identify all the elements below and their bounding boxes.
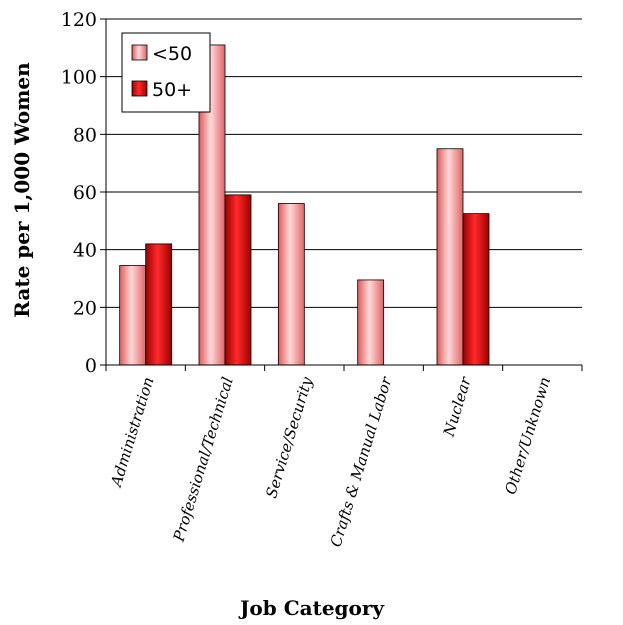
bars [119,44,490,366]
bar-under-50 [277,203,305,366]
x-category-label: Administration [107,375,158,491]
bar-under-50 [119,265,147,366]
x-category-labels: Administration Professional/Technical Serv… [107,374,555,549]
x-category-label: Crafts & Manual Labor [327,374,396,549]
y-tick-label: 100 [61,67,97,89]
bar-50-plus [462,213,490,366]
x-category-label: Service/Security [262,374,316,500]
axes [100,18,583,371]
bar-50-plus [224,194,252,366]
x-axis-title: Job Category [238,596,385,620]
y-tick-label: 80 [73,124,97,146]
legend-label: 50+ [152,79,192,101]
bar-50-plus [145,243,173,366]
x-category-label: Nuclear [439,374,475,439]
bar-under-50 [436,148,464,366]
legend-label: <50 [152,43,192,65]
legend-swatch [131,44,148,61]
y-tick-label: 40 [73,240,97,262]
x-category-label: Other/Unknown [501,375,554,497]
x-category-label: Professional/Technical [169,375,236,545]
y-tick-label: 120 [61,9,97,31]
y-tick-label: 60 [73,182,97,204]
y-tick-label: 20 [73,297,97,319]
y-axis-title: Rate per 1,000 Women [10,62,34,318]
legend-swatch [131,80,148,97]
y-tick-label: 0 [85,355,97,377]
y-tick-labels: 0 20 40 60 80 100 120 [61,9,97,377]
bar-under-50 [357,279,385,366]
legend: <50 50+ [121,32,211,113]
